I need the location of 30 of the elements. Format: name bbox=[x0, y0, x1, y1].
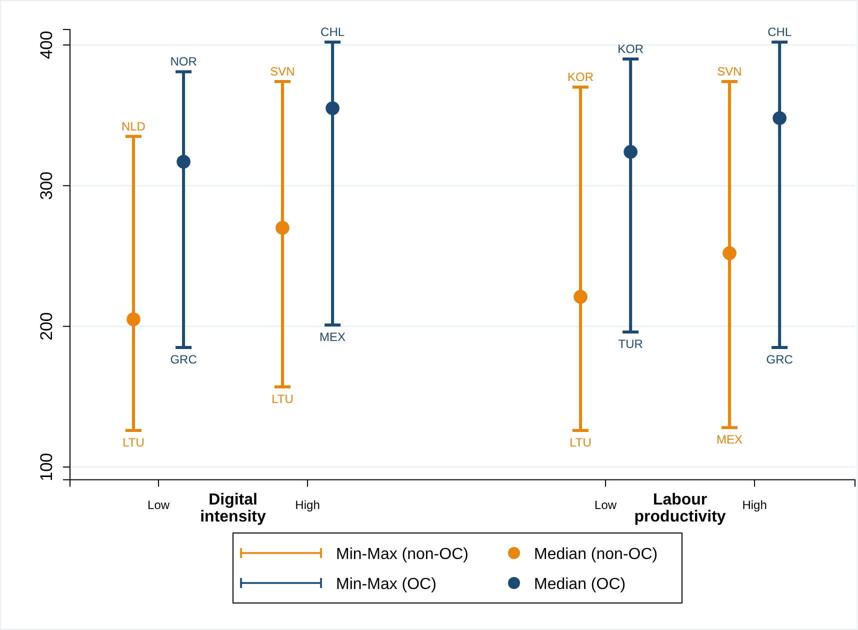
annotation: SVN bbox=[717, 64, 742, 79]
legend-label: Median (OC) bbox=[534, 576, 626, 593]
text: Labour productivity bbox=[634, 492, 726, 526]
x-tick-label: Low bbox=[594, 498, 617, 512]
annotation: LTU bbox=[570, 435, 592, 450]
annotation: CHL bbox=[768, 25, 792, 40]
annotation: KOR bbox=[568, 70, 594, 84]
annotation: GRC bbox=[766, 352, 794, 366]
legend-label: Min-Max (OC) bbox=[336, 576, 436, 593]
annotation: MEX bbox=[320, 330, 346, 344]
x-tick-label: High bbox=[742, 498, 767, 512]
annotation: LTU bbox=[122, 435, 144, 450]
y-tick-label: 400 bbox=[37, 30, 56, 60]
y-tick-label: 100 bbox=[37, 452, 56, 482]
annotation: NLD bbox=[121, 119, 146, 134]
annotation: NOR bbox=[170, 54, 198, 69]
x-tick-label: High bbox=[295, 498, 320, 512]
annotation: KOR bbox=[618, 42, 644, 56]
annotation: GRC bbox=[170, 352, 198, 366]
y-tick-label: 200 bbox=[37, 312, 56, 341]
annotation: SVN bbox=[270, 64, 295, 79]
text: Digital intensity bbox=[200, 492, 266, 526]
annotation: TUR bbox=[618, 336, 644, 351]
legend-label: Min-Max (non-OC) bbox=[336, 546, 468, 563]
annotation: LTU bbox=[272, 392, 294, 406]
legend-label: Median (non-OC) bbox=[534, 546, 658, 563]
annotation: CHL bbox=[320, 25, 345, 40]
y-tick-label: 300 bbox=[37, 171, 56, 200]
annotation: MEX bbox=[716, 432, 743, 447]
x-tick-label: Low bbox=[148, 498, 170, 512]
